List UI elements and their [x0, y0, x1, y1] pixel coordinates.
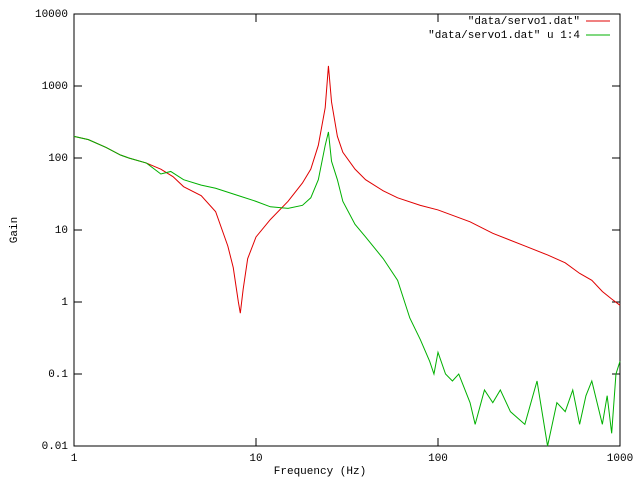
legend-label: "data/servo1.dat" u 1:4: [428, 30, 580, 42]
y-tick-label: 1: [61, 297, 68, 309]
plot-frame: [73, 13, 621, 447]
x-tick-label: 10: [249, 453, 262, 465]
y-tick-label: 10000: [35, 9, 68, 21]
series-line: [73, 131, 621, 447]
y-axis-label: Gain: [9, 217, 21, 243]
x-tick-label: 100: [428, 453, 448, 465]
y-tick-label: 1000: [42, 81, 68, 93]
x-axis-label: Frequency (Hz): [274, 466, 366, 478]
legend-label: "data/servo1.dat": [468, 16, 580, 28]
y-tick-label: 10: [55, 225, 68, 237]
x-tick-label: 1000: [607, 453, 633, 465]
y-tick-label: 0.1: [48, 369, 68, 381]
series-line: [73, 65, 621, 314]
x-tick-label: 1: [71, 453, 78, 465]
y-tick-label: 100: [48, 153, 68, 165]
y-tick-label: 0.01: [42, 441, 69, 453]
